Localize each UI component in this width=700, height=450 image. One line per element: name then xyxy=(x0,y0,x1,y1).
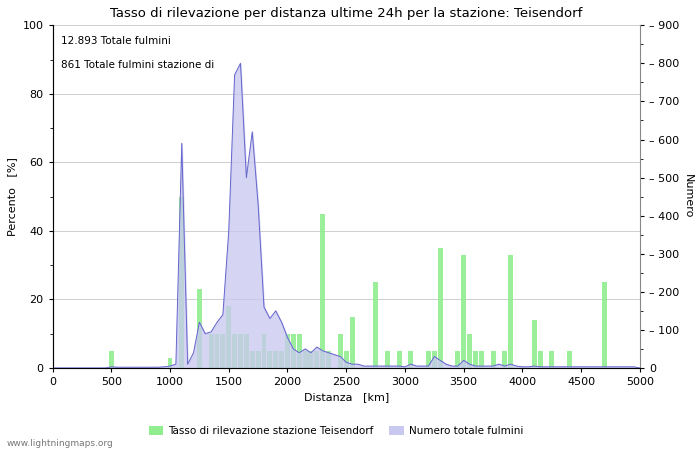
Text: www.lightningmaps.org: www.lightningmaps.org xyxy=(7,439,113,448)
Bar xyxy=(250,351,255,368)
Bar xyxy=(426,351,431,368)
Bar xyxy=(567,351,572,368)
Bar xyxy=(455,351,461,368)
Bar xyxy=(209,334,214,368)
Text: 861 Totale fulmini stazione di: 861 Totale fulmini stazione di xyxy=(62,59,215,70)
Bar xyxy=(273,351,278,368)
Bar xyxy=(385,351,390,368)
Bar xyxy=(291,334,296,368)
Bar xyxy=(491,351,496,368)
Bar xyxy=(550,351,554,368)
Bar xyxy=(167,358,172,368)
Bar xyxy=(479,351,484,368)
Bar xyxy=(602,282,607,368)
Y-axis label: Numero: Numero xyxy=(683,175,693,219)
Bar xyxy=(320,214,326,368)
Text: 12.893 Totale fulmini: 12.893 Totale fulmini xyxy=(62,36,172,45)
Bar xyxy=(538,351,542,368)
Bar xyxy=(344,351,349,368)
Bar xyxy=(256,351,260,368)
Bar xyxy=(232,334,237,368)
Bar xyxy=(461,255,466,368)
Legend: Tasso di rilevazione stazione Teisendorf, Numero totale fulmini: Tasso di rilevazione stazione Teisendorf… xyxy=(144,422,528,440)
Bar xyxy=(297,334,302,368)
Bar xyxy=(262,334,267,368)
Bar xyxy=(214,334,220,368)
Bar xyxy=(267,351,272,368)
Bar xyxy=(397,351,402,368)
Bar xyxy=(244,334,248,368)
Bar xyxy=(373,282,378,368)
Bar xyxy=(197,289,202,368)
Bar xyxy=(338,334,343,368)
Bar xyxy=(302,351,307,368)
Bar xyxy=(220,334,225,368)
Bar xyxy=(532,320,537,368)
Y-axis label: Percento   [%]: Percento [%] xyxy=(7,157,17,236)
Bar xyxy=(408,351,413,368)
Bar xyxy=(238,334,243,368)
Bar xyxy=(467,334,472,368)
Bar xyxy=(349,316,354,368)
Bar xyxy=(473,351,478,368)
Bar xyxy=(314,351,319,368)
Bar xyxy=(432,351,437,368)
Bar xyxy=(108,351,113,368)
Bar xyxy=(226,306,231,368)
Title: Tasso di rilevazione per distanza ultime 24h per la stazione: Teisendorf: Tasso di rilevazione per distanza ultime… xyxy=(110,7,582,20)
Bar xyxy=(179,197,184,368)
Bar xyxy=(279,351,284,368)
Bar xyxy=(326,351,331,368)
Bar xyxy=(503,351,507,368)
Bar xyxy=(438,248,442,368)
X-axis label: Distanza   [km]: Distanza [km] xyxy=(304,392,389,403)
Bar xyxy=(508,255,513,368)
Bar xyxy=(309,351,314,368)
Bar xyxy=(285,334,290,368)
